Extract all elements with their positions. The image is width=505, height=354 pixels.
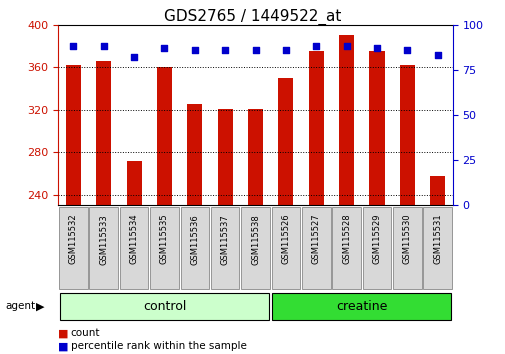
FancyBboxPatch shape — [301, 207, 330, 289]
FancyBboxPatch shape — [211, 207, 239, 289]
Text: GSM115538: GSM115538 — [250, 214, 260, 264]
Point — [160, 45, 168, 51]
FancyBboxPatch shape — [423, 207, 451, 289]
Text: agent: agent — [5, 301, 35, 311]
Text: count: count — [71, 329, 100, 338]
FancyBboxPatch shape — [89, 207, 118, 289]
Point — [312, 44, 320, 49]
Text: GDS2765 / 1449522_at: GDS2765 / 1449522_at — [164, 9, 341, 25]
Bar — [338, 35, 354, 205]
FancyBboxPatch shape — [120, 207, 148, 289]
Text: GSM115534: GSM115534 — [129, 214, 138, 264]
FancyBboxPatch shape — [150, 207, 178, 289]
Bar — [308, 51, 323, 205]
Text: GSM115533: GSM115533 — [99, 214, 108, 264]
FancyBboxPatch shape — [362, 207, 390, 289]
Point — [190, 47, 198, 53]
FancyBboxPatch shape — [392, 207, 421, 289]
Text: GSM115530: GSM115530 — [402, 214, 411, 264]
FancyBboxPatch shape — [271, 207, 299, 289]
FancyBboxPatch shape — [272, 293, 450, 320]
Bar — [66, 65, 81, 205]
Text: GSM115529: GSM115529 — [372, 214, 381, 264]
Point — [433, 53, 441, 58]
Bar — [369, 51, 384, 205]
Point — [402, 47, 411, 53]
Point — [251, 47, 259, 53]
FancyBboxPatch shape — [241, 207, 269, 289]
Bar — [187, 104, 202, 205]
FancyBboxPatch shape — [60, 293, 269, 320]
Point — [99, 44, 108, 49]
Text: GSM115528: GSM115528 — [341, 214, 350, 264]
Bar — [157, 67, 172, 205]
Text: ▶: ▶ — [36, 301, 45, 311]
Text: GSM115531: GSM115531 — [432, 214, 441, 264]
Point — [281, 47, 289, 53]
Point — [372, 45, 380, 51]
Point — [130, 55, 138, 60]
Text: GSM115527: GSM115527 — [311, 214, 320, 264]
Text: ■: ■ — [58, 329, 69, 338]
FancyBboxPatch shape — [180, 207, 209, 289]
Text: creatine: creatine — [335, 300, 387, 313]
FancyBboxPatch shape — [332, 207, 360, 289]
Text: control: control — [142, 300, 186, 313]
Bar — [278, 78, 293, 205]
Bar — [96, 61, 111, 205]
Text: GSM115532: GSM115532 — [69, 214, 78, 264]
Bar — [429, 176, 444, 205]
Bar — [126, 161, 141, 205]
Bar — [247, 109, 263, 205]
Point — [69, 44, 77, 49]
Bar — [217, 109, 232, 205]
Point — [342, 44, 350, 49]
Text: GSM115526: GSM115526 — [281, 214, 290, 264]
Point — [221, 47, 229, 53]
Text: GSM115535: GSM115535 — [160, 214, 169, 264]
Text: ■: ■ — [58, 341, 69, 351]
Text: GSM115537: GSM115537 — [220, 214, 229, 264]
FancyBboxPatch shape — [59, 207, 87, 289]
Bar — [399, 65, 414, 205]
Text: percentile rank within the sample: percentile rank within the sample — [71, 341, 246, 351]
Text: GSM115536: GSM115536 — [190, 214, 199, 264]
